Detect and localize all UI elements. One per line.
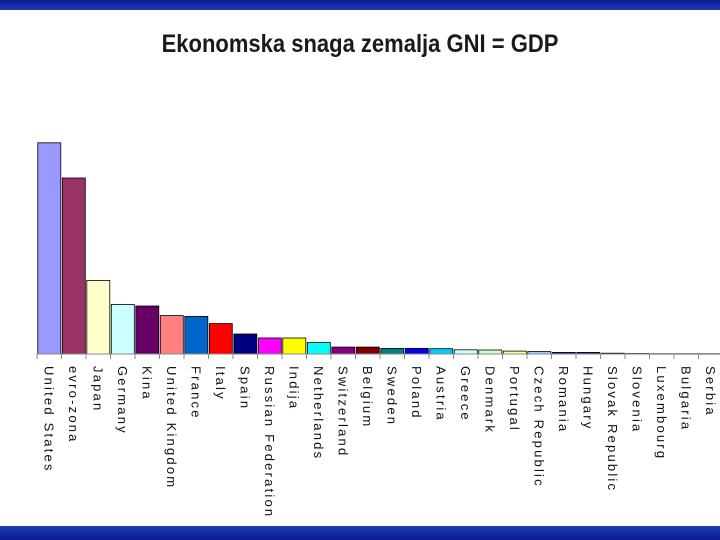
x-tick-label: Hungary: [580, 366, 595, 431]
bottom-band: [0, 526, 720, 540]
x-tick-label: Luxembourg: [654, 366, 669, 460]
bar-russian-federation: [257, 337, 282, 355]
bar-kina: [135, 305, 160, 355]
bar-denmark: [478, 349, 503, 355]
bar-poland: [404, 347, 429, 355]
bar-sweden: [380, 347, 405, 355]
x-tick-label: Netherlands: [311, 366, 326, 460]
x-tick-label: Slovak Republic: [605, 366, 620, 492]
x-tick-label: United States: [41, 366, 56, 473]
bar-evro-zona: [61, 177, 86, 355]
bar-italy: [208, 323, 233, 355]
x-tick-label: Italy: [213, 366, 228, 401]
bar-japan: [86, 279, 111, 355]
x-tick-label: evro-zona: [66, 366, 81, 444]
chart-title: Ekonomska snaga zemalja GNI = GDP: [161, 30, 559, 58]
x-tick-label: Denmark: [482, 366, 497, 434]
bar-indija: [282, 337, 307, 355]
x-tick-label: Kina: [139, 366, 154, 401]
x-tick-label: Bulgaria: [678, 366, 693, 431]
x-tick-label: Sweden: [384, 366, 399, 426]
bar-france: [184, 315, 209, 355]
bar-united-kingdom: [159, 315, 184, 355]
x-tick-label: Germany: [115, 366, 130, 435]
x-tick-label: Serbia: [703, 366, 718, 417]
x-tick-label: Greece: [458, 366, 473, 422]
x-tick-label: France: [188, 366, 203, 420]
x-tick-label: Austria: [433, 366, 448, 422]
bar-austria: [429, 348, 454, 355]
bar-belgium: [355, 346, 380, 355]
x-tick-label: Portugal: [507, 366, 522, 432]
x-tick-label: United Kingdom: [164, 366, 179, 489]
bar-spain: [233, 333, 258, 355]
x-tick-label: Japan: [90, 366, 105, 412]
bar-netherlands: [306, 342, 331, 355]
x-tick-label: Russian Federation: [262, 366, 277, 518]
x-tick-label: Spain: [237, 366, 252, 410]
x-tick-label: Switzerland: [335, 366, 350, 457]
bar-germany: [110, 303, 135, 355]
x-tick-label: Czech Republic: [531, 366, 546, 488]
top-band: [0, 0, 720, 10]
x-tick-label: Poland: [409, 366, 424, 420]
x-tick-label: Slovenia: [629, 366, 644, 433]
bar-united-states: [37, 142, 62, 355]
bar-switzerland: [331, 346, 356, 355]
x-tick-label: Romania: [556, 366, 571, 433]
x-tick-label: Indija: [286, 366, 301, 410]
bar-greece: [453, 349, 478, 355]
x-tick-label: Belgium: [360, 366, 375, 428]
